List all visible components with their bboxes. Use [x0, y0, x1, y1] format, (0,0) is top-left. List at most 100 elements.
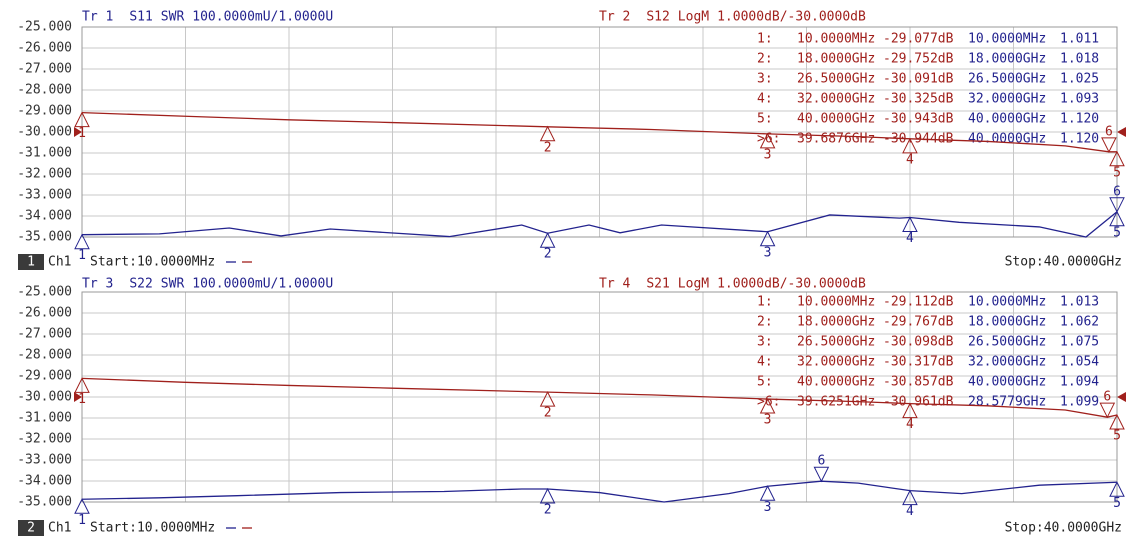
- marker-table-index: 4:: [757, 92, 773, 107]
- marker-table-value: 1.099: [1060, 395, 1099, 410]
- marker: [759, 485, 776, 501]
- trace-header: 1.0000dB/-30.0000dB: [717, 10, 866, 25]
- plot-frame: [81, 26, 1118, 238]
- marker-label: 5: [1113, 428, 1121, 443]
- marker-label: 1: [78, 392, 86, 407]
- y-tick-label: -32.000: [17, 432, 72, 447]
- trace-header: S21: [646, 277, 669, 292]
- stop-frequency: Stop:40.0000GHz: [1005, 255, 1122, 270]
- y-tick-label: -31.000: [17, 146, 72, 161]
- y-tick-label: -33.000: [17, 188, 72, 203]
- marker-table-index: 3:: [757, 335, 773, 350]
- marker-table-value: 1.093: [1060, 92, 1099, 107]
- marker-table-frequency: 40.0000GHz: [968, 375, 1046, 390]
- marker: [1099, 402, 1116, 419]
- marker-table-frequency: 18.0000GHz: [797, 315, 875, 330]
- reference-arrow: [1117, 127, 1126, 137]
- trace-header: Tr 4: [599, 277, 630, 292]
- marker-label: 3: [764, 413, 772, 428]
- marker: [1101, 137, 1117, 153]
- marker-label: 2: [544, 140, 552, 155]
- trace-header: LogM: [678, 277, 709, 292]
- marker-table-index: >6:: [757, 132, 780, 147]
- marker-label: 6: [1105, 124, 1113, 139]
- trace-header: S12: [646, 10, 669, 25]
- marker: [1109, 210, 1125, 227]
- marker-table-value: 1.013: [1060, 295, 1099, 310]
- y-tick-label: -32.000: [17, 167, 72, 182]
- marker-table-frequency: 18.0000GHz: [968, 315, 1046, 330]
- marker-table-index: 2:: [757, 52, 773, 67]
- trace-header: 1.0000dB/-30.0000dB: [717, 277, 866, 292]
- marker-table-value: -29.752dB: [883, 52, 954, 67]
- y-tick-label: -26.000: [17, 306, 72, 321]
- marker-table-value: 1.011: [1060, 32, 1099, 47]
- y-tick-label: -25.000: [17, 285, 72, 300]
- marker-table-value: -30.944dB: [883, 132, 954, 147]
- y-tick-label: -29.000: [17, 104, 72, 119]
- marker-label: 3: [764, 500, 772, 515]
- marker-table-frequency: 32.0000GHz: [968, 355, 1046, 370]
- marker-table-value: -30.961dB: [883, 395, 954, 410]
- marker-label: 2: [544, 406, 552, 421]
- marker-table-frequency: 32.0000GHz: [797, 355, 875, 370]
- channel-number: 1: [27, 255, 35, 270]
- trace-header: Tr 2: [599, 10, 630, 25]
- marker-table-frequency: 10.0000MHz: [797, 295, 875, 310]
- marker-table-value: -29.077dB: [883, 32, 954, 47]
- marker: [1109, 413, 1125, 430]
- channel-badge: [18, 254, 44, 270]
- marker-label: 5: [1113, 225, 1121, 240]
- marker-table-index: 1:: [757, 295, 773, 310]
- marker-table-index: 2:: [757, 315, 773, 330]
- marker-table-value: -30.317dB: [883, 355, 954, 370]
- marker-table-frequency: 10.0000MHz: [797, 32, 875, 47]
- marker-table-value: 1.075: [1060, 335, 1099, 350]
- marker-label: 4: [906, 152, 914, 167]
- marker-table-frequency: 18.0000GHz: [968, 52, 1046, 67]
- marker-table-frequency: 40.0000GHz: [797, 375, 875, 390]
- y-tick-label: -29.000: [17, 369, 72, 384]
- marker-table-value: 1.120: [1060, 112, 1099, 127]
- marker-table-index: 4:: [757, 355, 773, 370]
- trace-header: LogM: [678, 10, 709, 25]
- y-tick-label: -35.000: [17, 495, 72, 510]
- marker-table-frequency: 32.0000GHz: [968, 92, 1046, 107]
- marker: [759, 230, 776, 247]
- y-tick-label: -26.000: [17, 41, 72, 56]
- marker: [539, 390, 556, 407]
- y-tick-label: -34.000: [17, 474, 72, 489]
- marker-label: 4: [906, 504, 914, 519]
- y-tick-label: -30.000: [17, 125, 72, 140]
- trace-header: Tr 3: [82, 277, 113, 292]
- marker: [539, 232, 556, 248]
- marker: [813, 466, 830, 483]
- channel-badge: [18, 520, 44, 536]
- y-tick-label: -25.000: [17, 20, 72, 35]
- marker-table-index: 5:: [757, 112, 773, 127]
- marker-table-frequency: 26.5000GHz: [968, 335, 1046, 350]
- marker-table-value: 1.094: [1060, 375, 1099, 390]
- marker-label: 2: [544, 247, 552, 262]
- marker: [1109, 150, 1125, 167]
- marker-table-value: -30.098dB: [883, 335, 954, 350]
- marker-table-frequency: 10.0000MHz: [968, 295, 1046, 310]
- marker-table-frequency: 32.0000GHz: [797, 92, 875, 107]
- trace-header: Tr 1: [82, 10, 113, 25]
- marker-table-index: >6:: [757, 395, 780, 410]
- marker: [539, 487, 556, 504]
- marker-label: 1: [78, 126, 86, 141]
- reference-arrow: [74, 127, 82, 137]
- trace-line: [81, 211, 1118, 238]
- marker-table-index: 3:: [757, 72, 773, 87]
- marker: [74, 233, 90, 250]
- marker-table-value: -29.112dB: [883, 295, 954, 310]
- marker-table-frequency: 18.0000GHz: [797, 52, 875, 67]
- marker-table-value: -30.091dB: [883, 72, 954, 87]
- marker: [539, 125, 556, 142]
- marker-label: 6: [1113, 184, 1121, 199]
- marker-table-frequency: 39.6876GHz: [797, 132, 875, 147]
- marker-table-frequency: 26.5000GHz: [797, 335, 875, 350]
